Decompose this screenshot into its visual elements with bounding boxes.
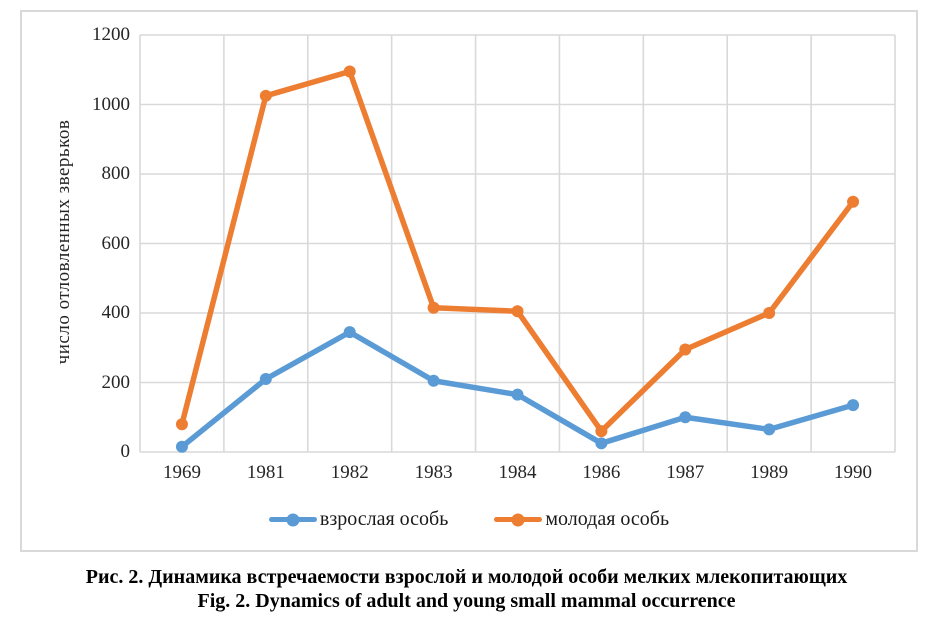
x-tick-label: 1989 [750,462,789,483]
x-tick-label: 1969 [162,462,201,483]
young-series-dot-icon [511,513,525,526]
line-chart-plot [139,34,896,453]
y-tick-label: 1200 [92,24,130,45]
x-tick-label: 1990 [834,462,873,483]
figure-caption: Рис. 2. Динамика встречаемости взрослой … [0,565,933,613]
chart-container: число отловленных зверьков 0 200 400 600 800… [20,10,918,552]
data-point [511,305,524,318]
legend-label-adult: взрослая особь [319,508,449,530]
data-point [763,307,776,319]
data-point [679,343,692,356]
legend-item-adult: взрослая особь [268,508,449,531]
legend-label-young: молодая особь [545,508,670,530]
data-point [847,195,860,208]
caption-line-en: Fig. 2. Dynamics of adult and young smal… [197,590,736,612]
chart-legend: взрослая особь молодая особь [22,508,916,531]
x-tick-label: 1983 [414,462,453,483]
data-point [175,418,188,431]
adult-series-dot-icon [286,513,300,526]
data-point [847,399,860,412]
data-point [763,423,776,436]
y-tick-label: 200 [101,371,131,393]
data-point [595,437,608,450]
data-point [427,301,440,314]
young-series-line-marker-icon [494,513,543,526]
data-point [427,374,440,387]
legend-item-young: молодая особь [494,508,669,531]
data-point [259,373,272,386]
data-point [595,425,608,438]
y-tick-label: 400 [101,302,131,323]
x-tick-label: 1984 [498,462,537,483]
data-point [343,65,356,78]
x-tick-label: 1987 [666,462,705,483]
x-tick-label: 1981 [246,462,285,483]
y-tick-label: 600 [101,232,131,254]
series-line-1 [179,68,856,434]
y-tick-label: 1000 [92,93,130,115]
data-point [511,388,524,401]
data-point [175,440,188,453]
data-point [679,411,692,424]
adult-series-line-marker-icon [268,513,317,526]
caption-line-ru: Рис. 2. Динамика встречаемости взрослой … [85,566,848,588]
data-point [343,326,356,339]
x-tick-label: 1986 [582,462,621,483]
y-tick-label: 800 [101,163,131,184]
y-tick-label: 0 [120,441,131,462]
data-point [259,89,272,102]
x-tick-label: 1982 [330,462,369,483]
